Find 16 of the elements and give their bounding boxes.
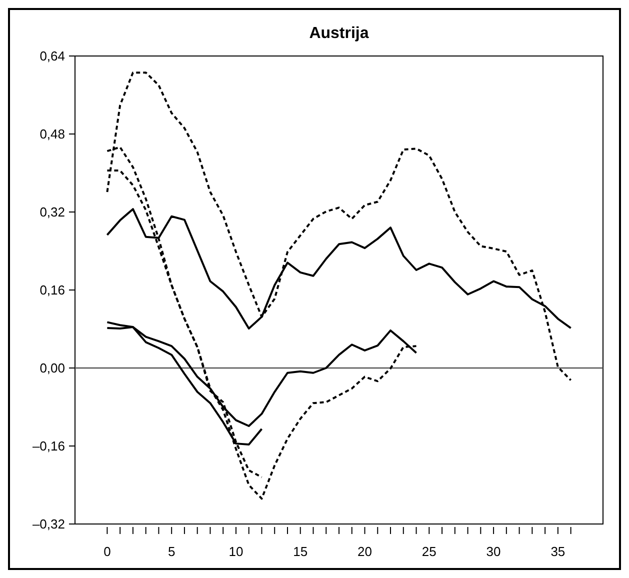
x-tick-label: 5: [168, 544, 176, 559]
chart-title: Austrija: [309, 25, 369, 42]
x-tick-label: 0: [104, 544, 111, 559]
y-tick-label: 0,00: [40, 360, 65, 376]
x-tick-label: 25: [422, 544, 436, 559]
y-tick-label: 0,64: [40, 48, 65, 64]
y-tick-label: 0,48: [40, 126, 65, 142]
x-tick-label: 35: [550, 544, 566, 559]
x-tick-label: 15: [293, 544, 308, 559]
y-tick-label: 0,32: [40, 204, 65, 220]
x-tick-label: 30: [486, 544, 501, 559]
x-tick-label: 10: [228, 544, 244, 559]
x-tick-label: 20: [358, 544, 372, 559]
y-tick-label: –0,16: [32, 438, 65, 454]
y-tick-label: 0,16: [40, 282, 65, 298]
y-tick-label: –0,32: [32, 516, 65, 532]
